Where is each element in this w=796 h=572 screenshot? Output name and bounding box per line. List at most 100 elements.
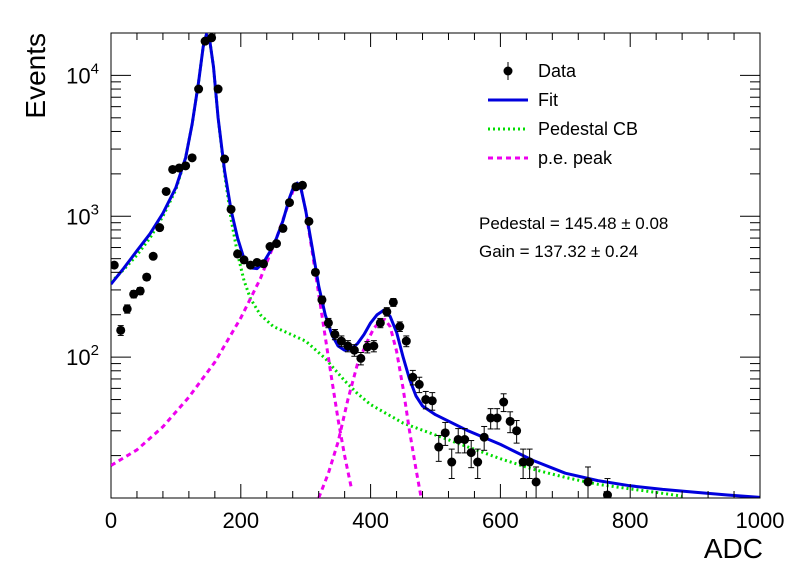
data-marker — [161, 186, 171, 196]
data-point — [427, 392, 437, 411]
legend-entry: Data — [503, 61, 577, 81]
data-marker — [395, 321, 405, 331]
data-point — [343, 340, 353, 353]
data-point — [161, 186, 171, 196]
data-marker — [317, 295, 327, 305]
data-point — [447, 448, 457, 479]
data-point — [304, 216, 314, 226]
data-marker — [466, 448, 476, 458]
data-marker — [602, 490, 612, 498]
data-point — [336, 335, 346, 348]
data-point — [434, 434, 444, 462]
data-point — [492, 408, 502, 430]
data-point — [148, 251, 158, 261]
data-point — [375, 317, 385, 329]
axis-ticks — [110, 32, 761, 499]
curves-layer — [111, 33, 760, 498]
data-point — [330, 329, 340, 341]
data-marker — [135, 286, 145, 296]
data-point — [278, 223, 288, 233]
data-marker — [233, 249, 243, 259]
legend-label: Data — [538, 61, 577, 81]
data-point — [317, 295, 327, 305]
legend: Data Fit Pedestal CB p.e. peak — [488, 61, 638, 168]
data-marker — [453, 435, 463, 445]
data-marker — [148, 251, 158, 261]
data-marker — [155, 223, 165, 233]
data-marker — [239, 255, 249, 265]
data-marker — [505, 416, 515, 426]
data-marker — [271, 239, 281, 249]
data-marker — [414, 379, 424, 389]
data-point — [466, 440, 476, 469]
data-marker — [382, 307, 392, 317]
y-tick-label: 104 — [66, 60, 99, 88]
data-point — [181, 161, 191, 171]
data-point — [233, 249, 243, 259]
legend-entry: p.e. peak — [488, 148, 613, 168]
data-point — [479, 425, 489, 451]
data-marker — [181, 161, 191, 171]
data-point — [518, 448, 528, 479]
data-marker — [336, 336, 346, 346]
data-point — [356, 351, 366, 366]
annotation-gain: Gain = 137.32 ± 0.24 — [479, 242, 638, 261]
data-point — [213, 84, 223, 94]
data-marker — [194, 84, 204, 94]
data-point — [207, 33, 217, 43]
data-marker — [460, 435, 470, 445]
data-point — [395, 321, 405, 332]
data-point — [349, 344, 359, 357]
data-marker — [330, 329, 340, 339]
data-points-layer — [111, 33, 612, 498]
data-point — [512, 420, 522, 444]
data-marker — [220, 154, 230, 164]
fit-curve — [111, 33, 760, 498]
legend-marker — [503, 66, 513, 76]
annotation-pedestal: Pedestal = 145.48 ± 0.08 — [479, 214, 668, 233]
data-marker — [499, 397, 509, 407]
data-marker — [486, 413, 496, 423]
data-marker — [440, 428, 450, 438]
legend-entry: Fit — [488, 90, 558, 110]
data-marker — [427, 396, 437, 406]
data-marker — [207, 33, 217, 43]
data-point — [116, 325, 126, 336]
data-point — [401, 335, 411, 348]
x-axis-title: ADC — [704, 533, 763, 564]
data-marker — [479, 432, 489, 442]
data-point — [239, 255, 249, 265]
data-marker — [375, 318, 385, 328]
data-point — [271, 239, 281, 249]
data-marker — [349, 345, 359, 355]
data-marker — [583, 477, 593, 487]
legend-label: Fit — [538, 90, 558, 110]
data-marker — [259, 259, 269, 269]
data-point — [310, 267, 320, 277]
data-point — [323, 317, 333, 329]
data-point — [187, 153, 197, 163]
data-point — [414, 376, 424, 394]
y-tick-label: 102 — [66, 342, 99, 370]
x-tick-label: 400 — [352, 508, 389, 533]
data-marker — [356, 353, 366, 363]
data-marker — [512, 426, 522, 436]
data-marker — [142, 272, 152, 282]
data-point — [499, 393, 509, 413]
x-tick-label: 0 — [105, 508, 117, 533]
legend-label: Pedestal CB — [538, 119, 638, 139]
data-point — [382, 307, 392, 317]
data-marker — [187, 153, 197, 163]
data-marker — [525, 457, 535, 467]
tick-labels: 0 200 400 600 800 1000 102 103 104 — [66, 60, 784, 533]
data-point — [220, 154, 230, 164]
data-marker — [518, 457, 528, 467]
data-point — [473, 448, 483, 479]
data-marker — [122, 304, 132, 314]
data-marker — [473, 457, 483, 467]
data-point — [505, 411, 515, 434]
data-marker — [447, 457, 457, 467]
y-tick-label: 103 — [66, 201, 99, 229]
data-point — [297, 180, 307, 190]
